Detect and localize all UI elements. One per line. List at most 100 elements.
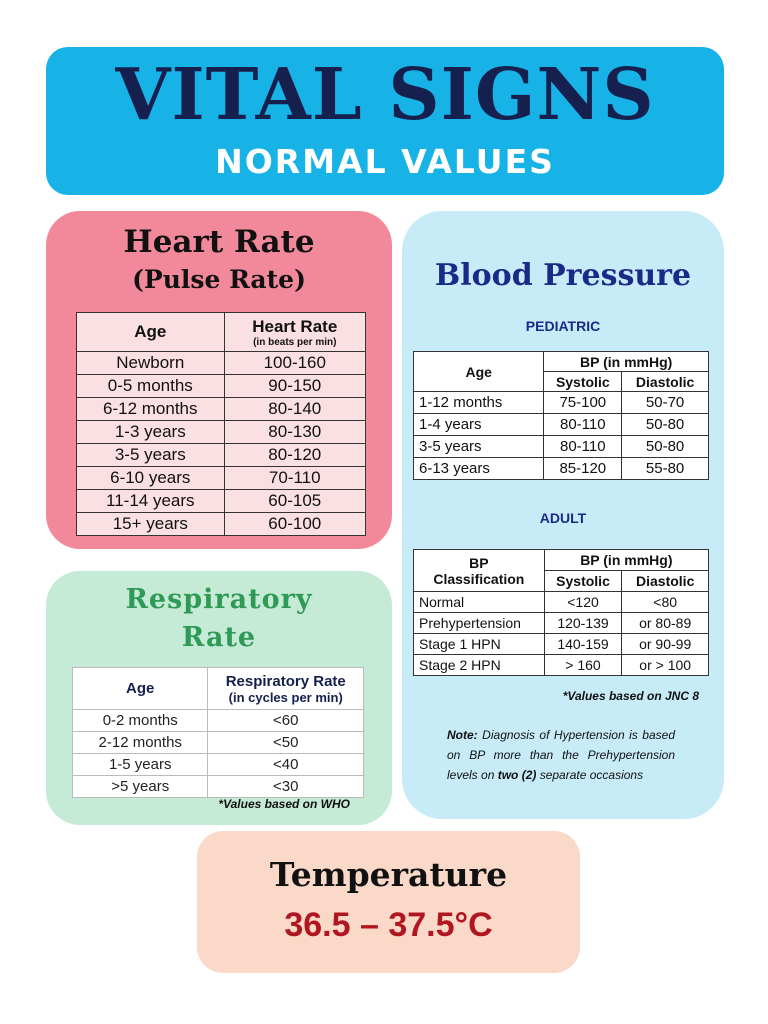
heart-rate-col-rate-label: Heart Rate — [252, 316, 338, 336]
rate-cell: <30 — [207, 775, 364, 798]
rate-cell: 70-110 — [223, 466, 367, 490]
age-cell: >5 years — [71, 775, 209, 798]
classification-cell: Normal — [413, 591, 545, 613]
systolic-cell: 80-110 — [543, 435, 623, 458]
heart-rate-subtitle: (Pulse Rate) — [132, 265, 306, 294]
age-cell: 1-4 years — [412, 413, 545, 436]
table-row: 15+ years 60-100 — [76, 512, 367, 536]
table-row: 2-12 months <50 — [71, 731, 364, 754]
table-row: Newborn 100-160 — [76, 351, 367, 375]
rate-cell: 80-120 — [223, 443, 367, 467]
table-row: 0-5 months 90-150 — [76, 374, 367, 398]
table-row: Stage 2 HPN > 160 or > 100 — [413, 654, 709, 676]
adult-col-systolic: Systolic — [543, 570, 623, 592]
systolic-cell: 75-100 — [543, 391, 623, 414]
respiratory-col-rate-unit: (in cycles per min) — [228, 689, 343, 705]
rate-cell: <50 — [207, 731, 364, 754]
hypertension-note: Note: Diagnosis of Hypertension is based… — [447, 725, 675, 785]
adult-col-classification: BP Classification — [413, 549, 545, 592]
adult-col-bp: BP (in mmHg) — [543, 549, 710, 571]
systolic-cell: 120-139 — [543, 612, 623, 634]
respiratory-col-rate-label: Respiratory Rate — [225, 672, 346, 690]
pediatric-bp-table: Age BP (in mmHg) Systolic Diastolic 1-12… — [412, 351, 709, 480]
age-cell: 0-2 months — [71, 709, 209, 732]
table-row: 0-2 months <60 — [71, 709, 364, 732]
age-cell: 6-13 years — [412, 457, 545, 480]
heart-rate-title: Heart Rate — [123, 224, 315, 260]
table-row: Stage 1 HPN 140-159 or 90-99 — [413, 633, 709, 655]
age-cell: 3-5 years — [76, 443, 225, 467]
diastolic-cell: or 90-99 — [621, 633, 709, 655]
heart-rate-col-rate: Heart Rate (in beats per min) — [223, 312, 367, 352]
adult-label: ADULT — [539, 510, 587, 526]
rate-cell: <60 — [207, 709, 364, 732]
heart-rate-col-rate-unit: (in beats per min) — [253, 336, 337, 348]
age-cell: 1-3 years — [76, 420, 225, 444]
age-cell: 15+ years — [76, 512, 225, 536]
age-cell: 1-12 months — [412, 391, 545, 414]
pediatric-col-bp: BP (in mmHg) — [543, 351, 709, 372]
adult-bp-table: BP Classification BP (in mmHg) Systolic … — [413, 549, 710, 676]
pediatric-col-systolic: Systolic — [543, 371, 623, 392]
rate-cell: <40 — [207, 753, 364, 776]
systolic-cell: <120 — [543, 591, 623, 613]
temperature-value: 36.5 – 37.5°C — [284, 906, 493, 944]
rate-cell: 60-105 — [223, 489, 367, 513]
rate-cell: 80-130 — [223, 420, 367, 444]
adult-col-classification-line2: Classification — [433, 570, 525, 587]
systolic-cell: > 160 — [543, 654, 623, 676]
diastolic-cell: 50-80 — [621, 435, 709, 458]
table-row: 1-12 months 75-100 50-70 — [412, 391, 709, 414]
table-row: 3-5 years 80-110 50-80 — [412, 435, 709, 458]
diastolic-cell: 55-80 — [621, 457, 709, 480]
jnc-source-note: *Values based on JNC 8 — [562, 689, 699, 703]
age-cell: 0-5 months — [76, 374, 225, 398]
diastolic-cell: or 80-89 — [621, 612, 709, 634]
table-row: 1-5 years <40 — [71, 753, 364, 776]
table-row: 1-3 years 80-130 — [76, 420, 367, 444]
table-row: 6-12 months 80-140 — [76, 397, 367, 421]
heart-rate-col-age: Age — [76, 312, 225, 352]
table-row: 6-10 years 70-110 — [76, 466, 367, 490]
systolic-cell: 85-120 — [543, 457, 623, 480]
age-cell: 3-5 years — [412, 435, 545, 458]
rate-cell: 80-140 — [223, 397, 367, 421]
classification-cell: Stage 2 HPN — [413, 654, 545, 676]
age-cell: 6-10 years — [76, 466, 225, 490]
table-row: 6-13 years 85-120 55-80 — [412, 457, 709, 480]
systolic-cell: 140-159 — [543, 633, 623, 655]
diastolic-cell: or > 100 — [621, 654, 709, 676]
temperature-card: Temperature 36.5 – 37.5°C — [197, 831, 580, 973]
heart-rate-card: Heart Rate (Pulse Rate) Age Heart Rate (… — [46, 211, 392, 549]
pediatric-label: PEDIATRIC — [525, 318, 601, 334]
table-row: Normal <120 <80 — [413, 591, 709, 613]
systolic-cell: 80-110 — [543, 413, 623, 436]
table-row: Prehypertension 120-139 or 80-89 — [413, 612, 709, 634]
table-row: 3-5 years 80-120 — [76, 443, 367, 467]
header-banner: VITAL SIGNS NORMAL VALUES — [46, 47, 724, 195]
rate-cell: 60-100 — [223, 512, 367, 536]
respiratory-title: Respiratory Rate — [46, 581, 392, 657]
note-emphasis: two (2) — [497, 768, 537, 782]
respiratory-rate-table: Age Respiratory Rate (in cycles per min)… — [71, 667, 364, 798]
diastolic-cell: <80 — [621, 591, 709, 613]
note-end: separate occasions — [536, 768, 644, 782]
age-cell: 2-12 months — [71, 731, 209, 754]
temperature-title: Temperature — [269, 855, 508, 894]
age-cell: 11-14 years — [76, 489, 225, 513]
rate-cell: 90-150 — [223, 374, 367, 398]
note-text: Diagnosis of Hypertension is based on BP… — [447, 728, 675, 782]
pediatric-col-age: Age — [412, 351, 545, 392]
adult-col-classification-line1: BP — [469, 554, 489, 571]
table-row: 1-4 years 80-110 50-80 — [412, 413, 709, 436]
page-subtitle: NORMAL VALUES — [215, 142, 555, 181]
respiratory-col-age: Age — [71, 667, 209, 710]
age-cell: Newborn — [76, 351, 225, 375]
respiratory-title-line1: Respiratory — [125, 584, 313, 615]
who-source-note: *Values based on WHO — [218, 797, 350, 811]
respiratory-col-rate: Respiratory Rate (in cycles per min) — [207, 667, 364, 710]
blood-pressure-title: Blood Pressure — [434, 258, 692, 293]
page-title: VITAL SIGNS — [115, 52, 655, 136]
diastolic-cell: 50-70 — [621, 391, 709, 414]
classification-cell: Prehypertension — [413, 612, 545, 634]
